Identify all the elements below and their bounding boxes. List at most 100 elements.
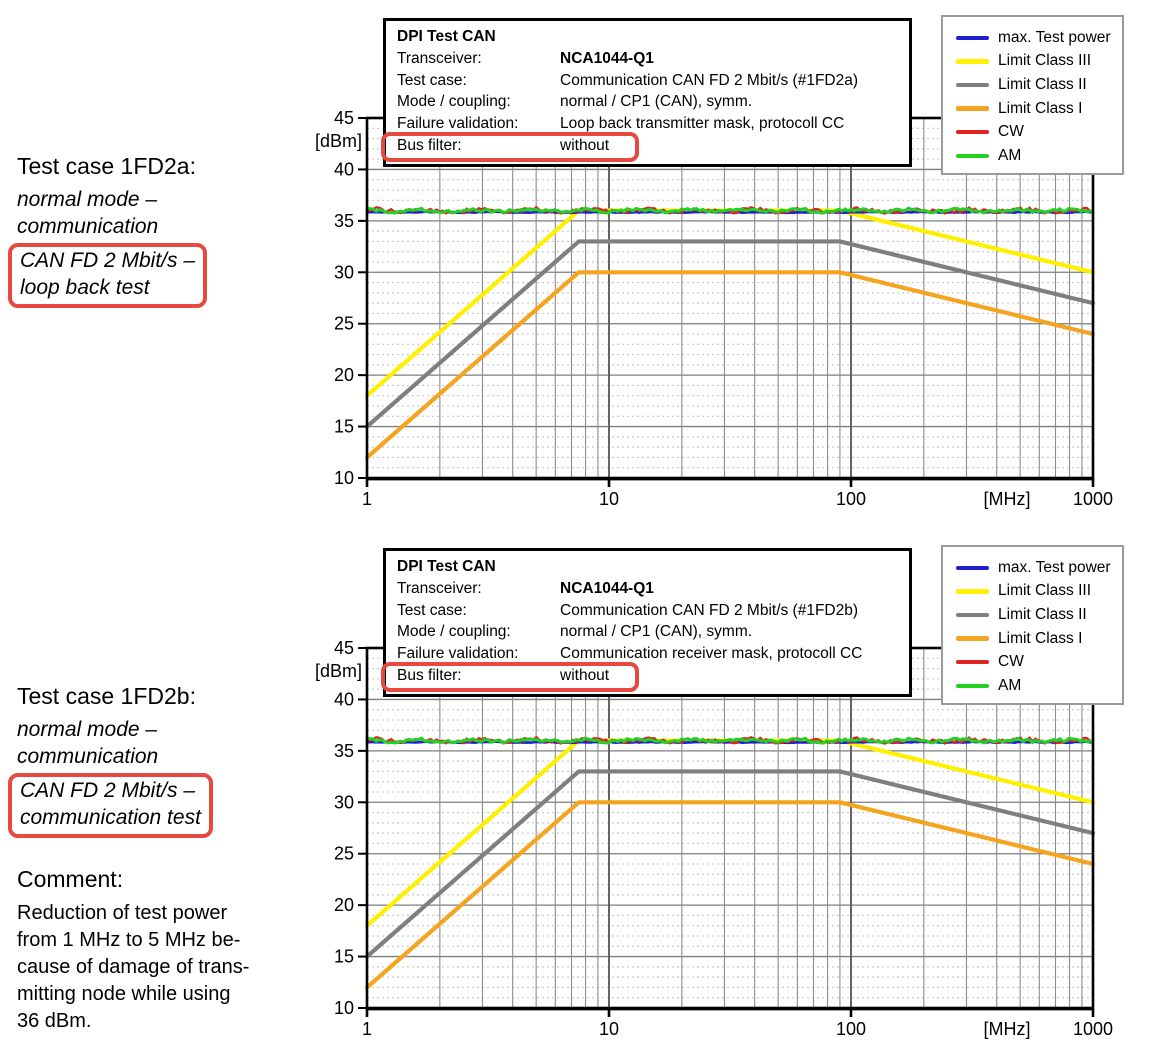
info-value: without bbox=[560, 666, 610, 684]
series-am bbox=[365, 206, 1095, 215]
legend-label: max. Test power bbox=[998, 28, 1111, 46]
test-panel-1fd2b: 45 40 35 30 25 20 15 10 [dBm] 1 10 100 1000 [MHz] DPI… bbox=[0, 530, 1169, 1057]
info-row-transceiver: Transceiver: NCA1044-Q1 bbox=[397, 48, 899, 70]
side-heading: Test case 1FD2b: bbox=[17, 683, 196, 709]
series-limit-class-ii bbox=[364, 769, 1096, 959]
legend-label: Limit Class II bbox=[998, 75, 1087, 93]
legend-label: Limit Class III bbox=[998, 582, 1092, 600]
legend-item: CW bbox=[956, 120, 1122, 144]
series-limit-class-iii bbox=[364, 738, 1096, 928]
info-row-failure-validation: Failure validation: Communication receiv… bbox=[397, 643, 899, 665]
y-tick-label: 10 bbox=[334, 998, 354, 1018]
legend-item: AM bbox=[956, 674, 1122, 698]
legend-item: max. Test power bbox=[956, 556, 1122, 580]
side-highlight-box: CAN FD 2 Mbit/s – communication test bbox=[8, 773, 213, 838]
test-panel-1fd2a: 45 40 35 30 25 20 15 10 [dBm] 1 10 100 1000 [MHz] DPI… bbox=[8, 15, 1124, 509]
y-axis-unit: [dBm] bbox=[315, 131, 362, 151]
chart-info-box: DPI Test CAN Transceiver: NCA1044-Q1 Tes… bbox=[381, 18, 912, 167]
info-value: normal / CP1 (CAN), symm. bbox=[560, 623, 753, 641]
legend-item: Limit Class III bbox=[956, 580, 1122, 604]
side-highlight-box: CAN FD 2 Mbit/s – loop back test bbox=[8, 243, 208, 308]
x-axis-unit: [MHz] bbox=[984, 1019, 1031, 1039]
info-row-mode-coupling: Mode / coupling: normal / CP1 (CAN), sym… bbox=[397, 621, 899, 643]
legend-swatch-am bbox=[956, 153, 989, 159]
comment-line: cause of damage of trans- bbox=[17, 956, 250, 978]
legend-item: Limit Class I bbox=[956, 627, 1122, 651]
info-value: normal / CP1 (CAN), symm. bbox=[560, 93, 753, 111]
legend-swatch-max-test-power bbox=[956, 565, 989, 571]
y-axis-unit: [dBm] bbox=[315, 661, 362, 681]
info-label: Bus filter: bbox=[397, 136, 462, 154]
legend-swatch-am bbox=[956, 683, 989, 689]
info-value: Communication CAN FD 2 Mbit/s (#1FD2b) bbox=[560, 601, 859, 619]
legend-item: CW bbox=[956, 650, 1122, 674]
legend-swatch-limit-class-i bbox=[956, 636, 989, 641]
legend-swatch-limit-class-ii bbox=[956, 82, 989, 88]
y-tick-label: 10 bbox=[334, 468, 354, 488]
y-tick-label: 40 bbox=[334, 159, 354, 179]
comment-heading: Comment: bbox=[17, 866, 124, 892]
legend-label: AM bbox=[998, 146, 1022, 164]
info-row-bus-filter: Bus filter: without bbox=[397, 665, 899, 687]
y-tick-label: 25 bbox=[334, 844, 354, 864]
info-label: Transceiver: bbox=[397, 579, 482, 597]
legend-item: Limit Class II bbox=[956, 603, 1122, 627]
side-line: communication bbox=[17, 215, 159, 238]
legend-swatch-limit-class-ii bbox=[956, 612, 989, 618]
dpi-chart-1fd2b: 45 40 35 30 25 20 15 10 [dBm] 1 10 100 1000 [MHz] bbox=[315, 638, 1113, 1039]
x-tick-label: 1000 bbox=[1073, 1019, 1113, 1039]
info-row-failure-validation: Failure validation: Loop back transmitte… bbox=[397, 113, 899, 135]
info-box-title: DPI Test CAN bbox=[397, 558, 496, 575]
y-tick-label: 15 bbox=[334, 947, 354, 967]
info-label: Mode / coupling: bbox=[397, 93, 511, 111]
y-tick-label: 15 bbox=[334, 417, 354, 437]
legend-label: CW bbox=[998, 653, 1024, 671]
x-tick-label: 1 bbox=[362, 1019, 372, 1039]
info-value: Loop back transmitter mask, protocoll CC bbox=[560, 115, 845, 133]
legend-label: Limit Class III bbox=[998, 52, 1092, 70]
side-line: communication bbox=[17, 745, 159, 768]
x-axis-unit: [MHz] bbox=[984, 489, 1031, 509]
info-label: Failure validation: bbox=[397, 645, 519, 663]
side-line: normal mode – bbox=[17, 718, 158, 741]
info-value: NCA1044-Q1 bbox=[560, 579, 654, 597]
side-line: CAN FD 2 Mbit/s – bbox=[20, 249, 196, 272]
info-label: Test case: bbox=[397, 71, 467, 89]
axis-labels: 45 40 35 30 25 20 15 10 [dBm] 1 10 100 1000 [MHz] bbox=[315, 638, 1113, 1039]
y-tick-label: 45 bbox=[334, 108, 354, 128]
legend-label: max. Test power bbox=[998, 558, 1111, 576]
legend-label: CW bbox=[998, 123, 1024, 141]
x-tick-label: 1000 bbox=[1073, 489, 1113, 509]
info-row-transceiver: Transceiver: NCA1044-Q1 bbox=[397, 578, 899, 600]
side-heading: Test case 1FD2a: bbox=[17, 153, 196, 179]
info-label: Failure validation: bbox=[397, 115, 519, 133]
chart-info-box: DPI Test CAN Transceiver: NCA1044-Q1 Tes… bbox=[381, 548, 912, 697]
y-tick-label: 30 bbox=[334, 262, 354, 282]
info-box-title: DPI Test CAN bbox=[397, 28, 496, 45]
side-line: normal mode – bbox=[17, 188, 158, 211]
comment-line: from 1 MHz to 5 MHz be- bbox=[17, 929, 241, 951]
legend-item: max. Test power bbox=[956, 26, 1122, 50]
legend-item: Limit Class II bbox=[956, 73, 1122, 97]
chart-legend: max. Test power Limit Class III Limit Cl… bbox=[941, 545, 1124, 705]
side-annotation-1fd2b: Test case 1FD2b: normal mode – communica… bbox=[8, 683, 213, 838]
series-limit-class-i bbox=[364, 800, 1096, 990]
series-limit-class-iii bbox=[364, 208, 1096, 398]
legend-label: Limit Class II bbox=[998, 605, 1087, 623]
x-tick-label: 1 bbox=[362, 489, 372, 509]
side-line: CAN FD 2 Mbit/s – bbox=[20, 779, 196, 802]
info-label: Test case: bbox=[397, 601, 467, 619]
legend-swatch-limit-class-i bbox=[956, 106, 989, 111]
side-line: communication test bbox=[20, 806, 201, 829]
x-tick-label: 100 bbox=[836, 1019, 866, 1039]
legend-label: AM bbox=[998, 676, 1022, 694]
x-tick-label: 10 bbox=[599, 489, 619, 509]
series-am bbox=[365, 736, 1095, 745]
info-row-test-case: Test case: Communication CAN FD 2 Mbit/s… bbox=[397, 70, 899, 92]
side-line: loop back test bbox=[20, 276, 150, 299]
info-value: Communication CAN FD 2 Mbit/s (#1FD2a) bbox=[560, 71, 859, 89]
series-limit-class-ii bbox=[364, 239, 1096, 429]
y-tick-label: 30 bbox=[334, 792, 354, 812]
x-tick-label: 100 bbox=[836, 489, 866, 509]
info-row-test-case: Test case: Communication CAN FD 2 Mbit/s… bbox=[397, 600, 899, 622]
